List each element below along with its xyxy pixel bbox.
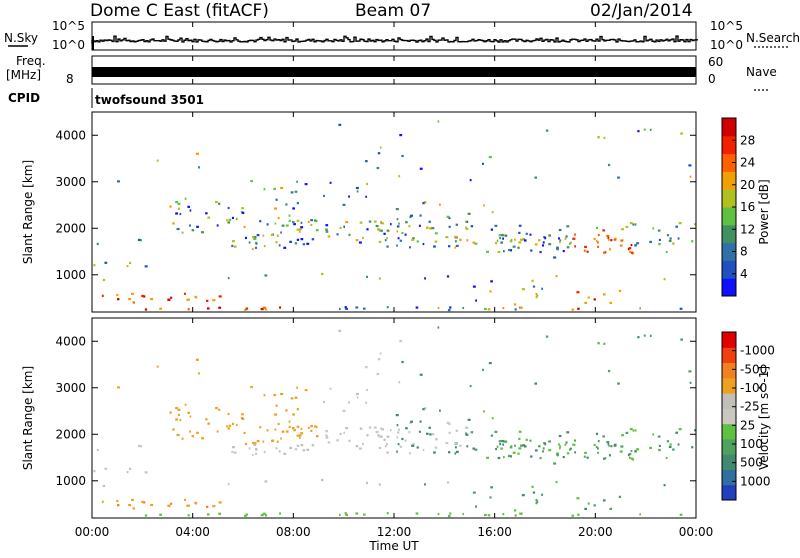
nsearch-label: N.Search <box>746 31 800 45</box>
velocity-colorbar-segment-8 <box>722 362 736 379</box>
velocity-colorbar-segment-4 <box>722 423 736 440</box>
nsky-tick-top: 10^5 <box>52 19 85 33</box>
nsky-tick-bottom: 10^0 <box>52 38 85 52</box>
velocity-ytick-2: 3000 <box>55 381 86 395</box>
velocity-colorbar-segment-5 <box>722 408 736 425</box>
power-ytick-0: 1000 <box>55 268 86 282</box>
velocity-colorbar-tick-3: 25 <box>740 418 755 432</box>
xtick-1: 04:00 <box>175 525 210 539</box>
nave-tick-top: 60 <box>708 55 723 69</box>
cpid-label: CPID <box>8 91 40 105</box>
velocity-ytick-1: 2000 <box>55 427 86 441</box>
power-ytick-3: 4000 <box>55 128 86 142</box>
power-colorbar-segment-1 <box>722 260 736 279</box>
cpid-value: twofsound 3501 <box>95 93 204 107</box>
freq-label-1: Freq. <box>16 54 46 68</box>
power-colorbar-segment-3 <box>722 224 736 244</box>
velocity-colorbar-segment-9 <box>722 347 736 364</box>
velocity-ytick-3: 4000 <box>55 334 86 348</box>
date-title: 02/Jan/2014 <box>590 1 693 21</box>
nsky-trace <box>91 35 698 50</box>
velocity-colorbar-segment-1 <box>722 469 736 486</box>
xlabel: Time UT <box>368 539 419 553</box>
power-colorbar-label: Power [dB] <box>757 179 771 244</box>
power-colorbar-tick-5: 24 <box>740 156 755 170</box>
velocity-colorbar-segment-6 <box>722 393 736 409</box>
velocity-colorbar: 1000 500 100 25 -25 -100 -500 -1000 <box>721 331 775 501</box>
velocity-colorbar-segment-7 <box>722 377 736 394</box>
power-colorbar-segment-9 <box>722 118 736 137</box>
velocity-colorbar-segment-0 <box>722 484 736 501</box>
velocity-colorbar-label: Velocity [m s^-1] <box>757 366 771 470</box>
nave-tick-bottom: 0 <box>708 72 716 86</box>
velocity-heatmap <box>93 326 697 518</box>
velocity-colorbar-tick-1: 500 <box>740 456 763 470</box>
power-heatmap <box>93 120 697 312</box>
power-ytick-1: 2000 <box>55 221 86 235</box>
velocity-colorbar-tick-6: -500 <box>740 362 767 376</box>
power-colorbar-tick-4: 20 <box>740 178 755 192</box>
power-colorbar: 4 8 12 16 20 24 28 <box>721 117 755 297</box>
power-panel-frame <box>91 111 697 313</box>
nsearch-tick-bottom: 10^0 <box>710 38 743 52</box>
power-colorbar-tick-6: 28 <box>740 133 755 147</box>
power-colorbar-tick-3: 16 <box>740 200 755 214</box>
time-axis: 00:00 04:00 08:00 12:00 16:00 20:00 00:00 <box>75 22 714 539</box>
xtick-2: 08:00 <box>276 525 311 539</box>
nave-label: Nave <box>746 65 777 79</box>
nsky-label: N.Sky <box>4 31 38 45</box>
power-colorbar-segment-4 <box>722 207 736 226</box>
freq-tick: 8 <box>66 72 74 86</box>
power-colorbar-segment-0 <box>722 278 736 297</box>
power-ylabel: Slant Range [km] <box>21 160 35 264</box>
power-colorbar-tick-1: 8 <box>740 245 748 259</box>
beam-title: Beam 07 <box>355 1 431 21</box>
velocity-ylabel: Slant Range [km] <box>21 366 35 470</box>
power-ytick-2: 3000 <box>55 175 86 189</box>
velocity-colorbar-segment-10 <box>722 332 736 348</box>
nsearch-tick-top: 10^5 <box>710 19 743 33</box>
power-colorbar-segment-5 <box>722 189 736 208</box>
power-colorbar-segment-6 <box>722 171 736 190</box>
velocity-colorbar-segment-3 <box>722 438 736 455</box>
power-colorbar-tick-0: 4 <box>740 267 748 281</box>
xtick-3: 12:00 <box>377 525 412 539</box>
power-colorbar-segment-2 <box>722 242 736 261</box>
freq-label-2: [MHz] <box>6 68 41 82</box>
power-colorbar-segment-7 <box>722 153 736 172</box>
velocity-colorbar-tick-7: -1000 <box>740 344 775 358</box>
velocity-colorbar-tick-4: -25 <box>740 400 760 414</box>
freq-trace <box>92 67 696 77</box>
velocity-colorbar-tick-2: 100 <box>740 437 763 451</box>
xtick-5: 20:00 <box>578 525 613 539</box>
velocity-panel-frame <box>91 317 697 519</box>
velocity-colorbar-segment-2 <box>722 454 736 470</box>
power-colorbar-segment-8 <box>722 135 736 155</box>
xtick-0: 00:00 <box>75 525 110 539</box>
velocity-colorbar-tick-5: -100 <box>740 381 767 395</box>
power-colorbar-tick-2: 12 <box>740 222 755 236</box>
xtick-6: 00:00 <box>679 525 714 539</box>
xtick-4: 16:00 <box>477 525 512 539</box>
velocity-colorbar-tick-0: 1000 <box>740 474 771 488</box>
velocity-ytick-0: 1000 <box>55 474 86 488</box>
station-title: Dome C East (fitACF) <box>90 1 269 21</box>
